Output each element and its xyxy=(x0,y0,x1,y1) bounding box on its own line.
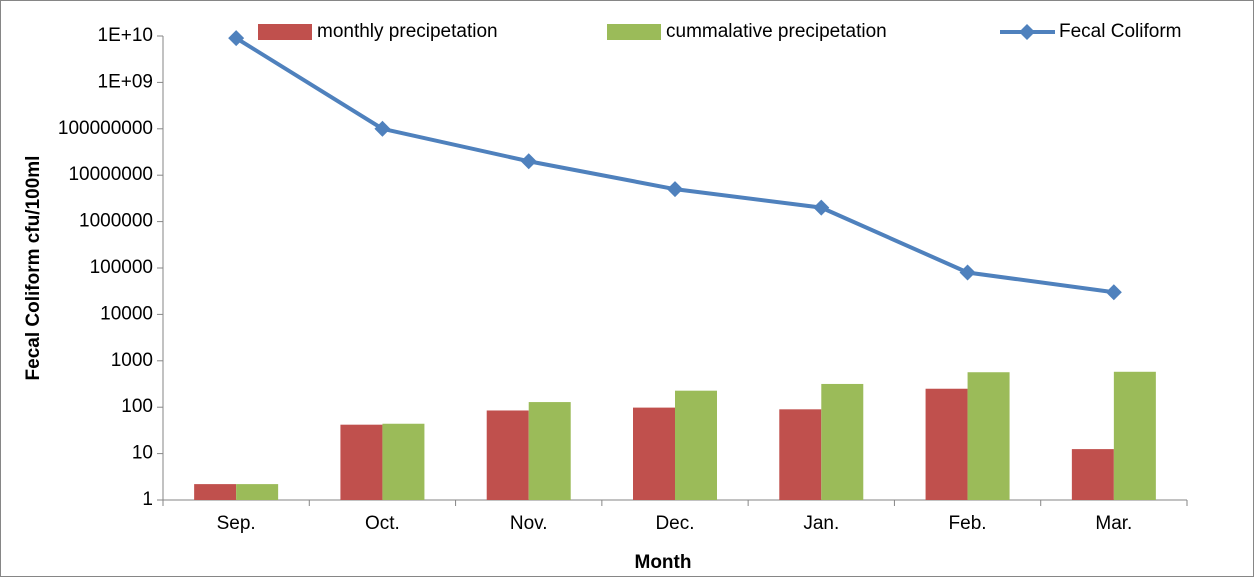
bar xyxy=(1113,371,1156,500)
x-tick-label: Jan. xyxy=(803,513,839,534)
bar xyxy=(633,407,675,500)
x-tick-label: Dec. xyxy=(655,513,694,534)
bar xyxy=(194,484,237,500)
bar xyxy=(967,372,1010,500)
y-tick-label: 10000 xyxy=(100,303,153,324)
marker xyxy=(1105,284,1122,301)
bar xyxy=(779,409,822,500)
marker xyxy=(959,264,976,281)
marker xyxy=(813,199,830,216)
bar xyxy=(382,423,425,500)
legend-label: monthly precipetation xyxy=(317,21,498,42)
y-tick-label: 1000000 xyxy=(79,211,153,232)
y-tick-label: 1 xyxy=(142,489,153,510)
y-tick-label: 100000 xyxy=(90,257,153,278)
y-tick-label: 1E+09 xyxy=(98,71,153,92)
legend-swatch xyxy=(258,24,312,40)
marker xyxy=(667,181,683,198)
bar xyxy=(528,402,571,500)
marker xyxy=(520,153,537,170)
legend-label: cummalative precipetation xyxy=(666,21,887,42)
marker xyxy=(228,30,245,47)
y-tick-label: 1E+10 xyxy=(98,25,153,46)
x-tick-label: Mar. xyxy=(1095,513,1132,534)
y-tick-label: 10000000 xyxy=(68,164,153,185)
y-tick-label: 100000000 xyxy=(58,118,153,139)
bar xyxy=(340,424,383,500)
legend-marker xyxy=(1019,24,1035,40)
bar xyxy=(821,383,864,500)
bar xyxy=(236,484,279,500)
y-axis-title: Fecal Coliform cfu/100ml xyxy=(23,156,44,381)
bar xyxy=(675,390,717,500)
x-tick-label: Oct. xyxy=(365,513,400,534)
bar xyxy=(486,410,529,500)
x-tick-label: Nov. xyxy=(510,513,548,534)
x-tick-label: Sep. xyxy=(217,513,256,534)
legend-swatch xyxy=(607,24,661,40)
x-axis-title: Month xyxy=(635,552,692,573)
y-tick-label: 1000 xyxy=(111,350,153,371)
bar xyxy=(925,388,968,500)
marker xyxy=(374,120,391,137)
x-tick-label: Feb. xyxy=(949,513,987,534)
y-tick-label: 10 xyxy=(132,443,153,464)
y-tick-label: 100 xyxy=(121,396,153,417)
bar xyxy=(1071,449,1114,500)
legend-label: Fecal Coliform xyxy=(1059,21,1181,42)
